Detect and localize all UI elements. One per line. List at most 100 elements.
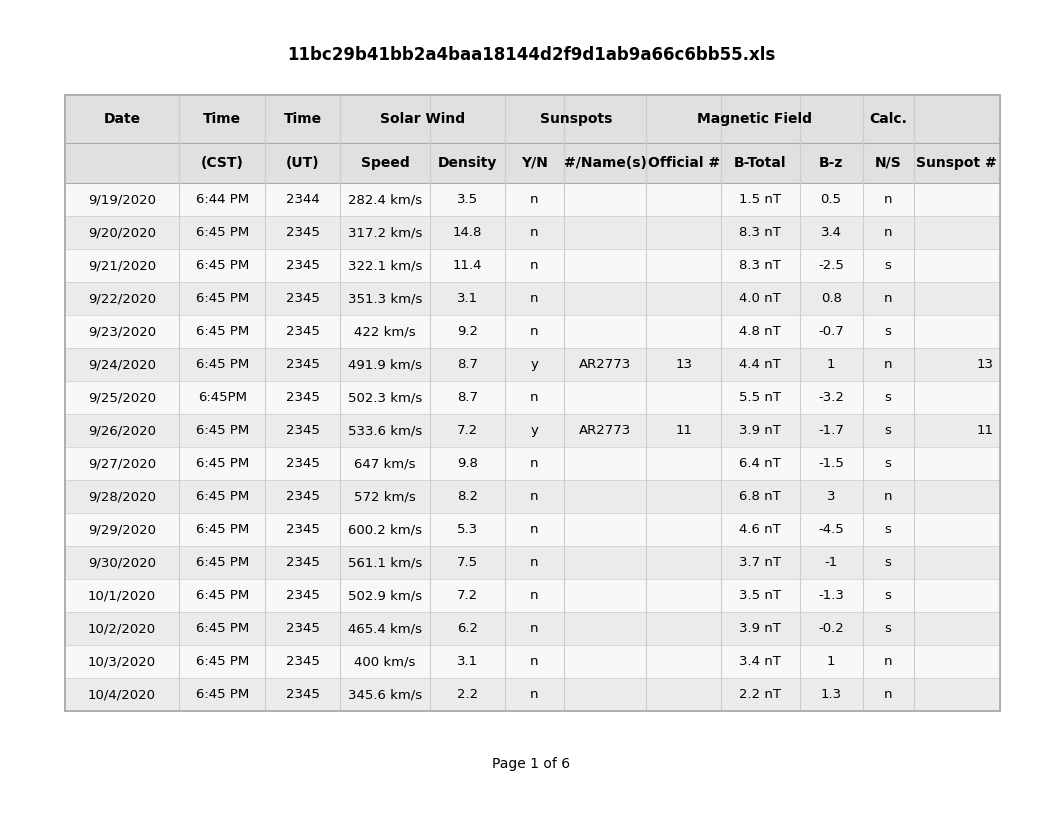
Text: AR2773: AR2773 [579,424,631,437]
Bar [65,143,1000,183]
Text: AR2773: AR2773 [579,358,631,371]
Text: B-Total: B-Total [734,156,787,170]
Text: s: s [885,523,891,536]
Text: Calc.: Calc. [869,112,907,126]
Text: Y/N: Y/N [521,156,548,170]
Text: y: y [531,424,538,437]
Text: 4.0 nT: 4.0 nT [739,292,782,305]
Text: s: s [885,424,891,437]
Bar [65,480,1000,513]
Text: Speed: Speed [361,156,410,170]
Text: 10/4/2020: 10/4/2020 [88,688,156,701]
Text: 2345: 2345 [286,556,320,569]
Text: y: y [531,358,538,371]
Text: n: n [884,688,892,701]
Text: 1.3: 1.3 [821,688,841,701]
Bar [65,95,1000,143]
Text: 9/29/2020: 9/29/2020 [88,523,156,536]
Text: 9/23/2020: 9/23/2020 [88,325,156,338]
Text: 6.2: 6.2 [457,622,478,635]
Text: 2345: 2345 [286,490,320,503]
Text: 7.2: 7.2 [457,589,478,602]
Text: n: n [884,655,892,668]
Text: Sunspots: Sunspots [539,112,612,126]
Text: 2345: 2345 [286,325,320,338]
Text: 6.4 nT: 6.4 nT [739,457,782,470]
Text: 3.1: 3.1 [457,292,478,305]
Text: Sunspot #: Sunspot # [917,156,997,170]
Text: 0.8: 0.8 [821,292,841,305]
Text: -4.5: -4.5 [818,523,844,536]
Text: 10/2/2020: 10/2/2020 [88,622,156,635]
Text: Time: Time [203,112,241,126]
Text: 9/28/2020: 9/28/2020 [88,490,156,503]
Text: 6:45 PM: 6:45 PM [195,358,249,371]
Text: -1: -1 [824,556,838,569]
Text: 10/1/2020: 10/1/2020 [88,589,156,602]
Text: 6:45 PM: 6:45 PM [195,226,249,239]
Bar [65,546,1000,579]
Text: n: n [530,391,538,404]
Text: s: s [885,622,891,635]
Text: n: n [884,292,892,305]
Text: s: s [885,325,891,338]
Text: 2.2: 2.2 [457,688,478,701]
Text: 2345: 2345 [286,292,320,305]
Text: 13: 13 [977,358,994,371]
Text: 8.7: 8.7 [457,391,478,404]
Text: s: s [885,391,891,404]
Text: n: n [530,457,538,470]
Text: 6:45PM: 6:45PM [198,391,246,404]
Text: n: n [530,193,538,206]
Text: 6:45 PM: 6:45 PM [195,655,249,668]
Text: n: n [884,358,892,371]
Text: 6:45 PM: 6:45 PM [195,424,249,437]
Text: 400 km/s: 400 km/s [355,655,416,668]
Text: 3.5: 3.5 [457,193,478,206]
Text: 502.9 km/s: 502.9 km/s [348,589,423,602]
Text: 6:45 PM: 6:45 PM [195,325,249,338]
Text: #/Name(s): #/Name(s) [564,156,647,170]
Text: 6.8 nT: 6.8 nT [739,490,782,503]
Text: 0.5: 0.5 [821,193,841,206]
Bar [65,348,1000,381]
Text: 2345: 2345 [286,358,320,371]
Text: Page 1 of 6: Page 1 of 6 [492,757,570,771]
Text: Magnetic Field: Magnetic Field [697,112,812,126]
Text: 422 km/s: 422 km/s [355,325,416,338]
Text: 9/25/2020: 9/25/2020 [88,391,156,404]
Text: 11bc29b41bb2a4baa18144d2f9d1ab9a66c6bb55.xls: 11bc29b41bb2a4baa18144d2f9d1ab9a66c6bb55… [287,46,775,64]
Text: 322.1 km/s: 322.1 km/s [348,259,423,272]
Text: s: s [885,589,891,602]
Text: 600.2 km/s: 600.2 km/s [348,523,423,536]
Text: 6:45 PM: 6:45 PM [195,688,249,701]
Bar [65,381,1000,414]
Text: n: n [884,193,892,206]
Text: 7.5: 7.5 [457,556,478,569]
Bar [65,612,1000,645]
Text: n: n [530,622,538,635]
Text: 2345: 2345 [286,424,320,437]
Text: 3: 3 [827,490,836,503]
Text: -1.7: -1.7 [818,424,844,437]
Text: 2345: 2345 [286,589,320,602]
Text: n: n [530,523,538,536]
Text: 502.3 km/s: 502.3 km/s [348,391,423,404]
Text: 561.1 km/s: 561.1 km/s [348,556,423,569]
Text: 9/26/2020: 9/26/2020 [88,424,156,437]
Text: 317.2 km/s: 317.2 km/s [348,226,423,239]
Text: 2345: 2345 [286,622,320,635]
Text: 13: 13 [675,358,692,371]
Text: n: n [530,589,538,602]
Text: 2345: 2345 [286,457,320,470]
Text: 8.3 nT: 8.3 nT [739,259,782,272]
Text: 9/30/2020: 9/30/2020 [88,556,156,569]
Text: 2345: 2345 [286,655,320,668]
Text: (UT): (UT) [286,156,320,170]
Text: 6:45 PM: 6:45 PM [195,490,249,503]
Text: 533.6 km/s: 533.6 km/s [348,424,423,437]
Text: -0.7: -0.7 [818,325,844,338]
Text: n: n [530,655,538,668]
Text: 7.2: 7.2 [457,424,478,437]
Text: 9/24/2020: 9/24/2020 [88,358,156,371]
